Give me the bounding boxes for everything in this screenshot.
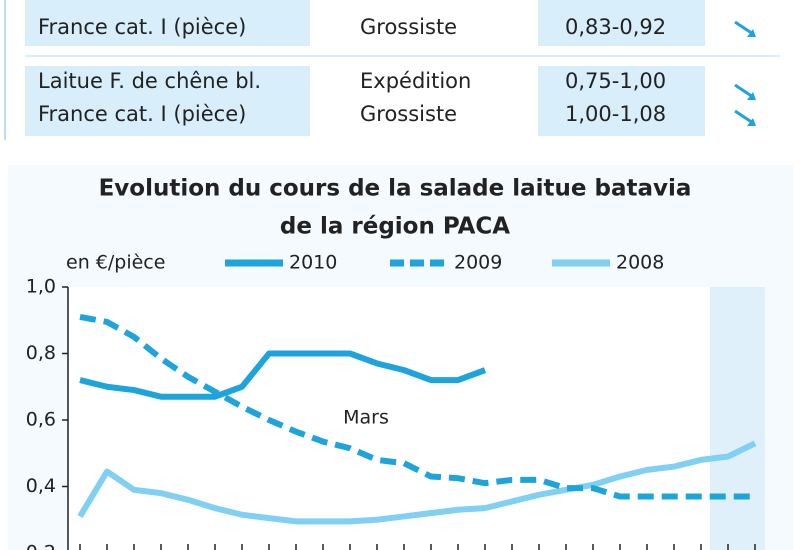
- cell-bg: [538, 0, 705, 46]
- chart-title: Evolution du cours de la salade laitue b…: [99, 176, 692, 202]
- cell-bg: [25, 0, 310, 46]
- cell: France cat. I (pièce): [38, 102, 246, 126]
- cell: Grossiste: [360, 15, 457, 39]
- series-line: [77, 440, 757, 525]
- series-line: [79, 350, 487, 400]
- cell: France cat. I (pièce): [38, 15, 246, 39]
- chart-subtitle: de la région PACA: [280, 214, 510, 240]
- cell: Laitue F. de chêne bl.: [38, 69, 261, 93]
- shaded-period: [710, 287, 765, 550]
- plot-bg: [68, 287, 765, 550]
- legend-label: 2008: [616, 252, 664, 274]
- cell-bg: [25, 66, 310, 136]
- legend-label: 2010: [289, 252, 337, 274]
- y-tick-label: 0,6: [26, 409, 56, 431]
- cell: 0,83-0,92: [565, 15, 666, 39]
- trend-arrows: [734, 20, 756, 126]
- y-tick-label: 0,2: [26, 542, 56, 550]
- cell: 1,00-1,08: [565, 102, 666, 126]
- cell: 0,75-1,00: [565, 69, 666, 93]
- y-tick-label: 1,0: [26, 276, 56, 298]
- cell-bg: [538, 66, 705, 136]
- series-line: [79, 313, 755, 500]
- cell: Grossiste: [360, 102, 457, 126]
- y-tick-label: 0,8: [26, 342, 56, 364]
- cell: Expédition: [360, 69, 471, 93]
- annotation: Mars: [343, 407, 389, 429]
- y-axis-label: en €/pièce: [66, 252, 165, 274]
- legend-label: 2009: [454, 252, 502, 274]
- y-tick-label: 0,4: [26, 475, 56, 497]
